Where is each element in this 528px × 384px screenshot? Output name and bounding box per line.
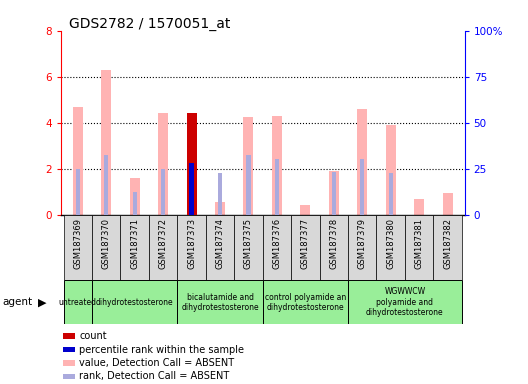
Bar [63,374,74,379]
Bar [389,173,393,215]
Text: GSM187370: GSM187370 [102,218,111,269]
Text: value, Detection Call = ABSENT: value, Detection Call = ABSENT [79,358,234,368]
Bar [101,70,111,215]
Bar [161,169,165,215]
Bar [104,155,108,215]
Text: GSM187374: GSM187374 [215,218,224,269]
Bar [360,159,364,215]
Text: GSM187371: GSM187371 [130,218,139,269]
Bar [332,172,336,215]
Bar [63,360,74,366]
Text: GDS2782 / 1570051_at: GDS2782 / 1570051_at [69,17,230,31]
Bar [243,117,253,215]
Text: GSM187381: GSM187381 [414,218,423,269]
Text: control polyamide an
dihydrotestosterone: control polyamide an dihydrotestosterone [265,293,346,312]
Bar [92,280,177,324]
Text: ▶: ▶ [38,297,46,308]
Bar [433,215,462,280]
Text: GSM187369: GSM187369 [73,218,82,269]
Text: GSM187373: GSM187373 [187,218,196,269]
Bar [386,125,395,215]
Bar [63,333,74,339]
Bar [133,192,137,215]
Text: GSM187380: GSM187380 [386,218,395,269]
Bar [247,155,251,215]
Bar [414,199,424,215]
Text: dihydrotestosterone: dihydrotestosterone [96,298,174,307]
Text: GSM187378: GSM187378 [329,218,338,269]
Text: GSM187379: GSM187379 [358,218,367,269]
Bar [177,215,206,280]
Bar [329,171,339,215]
Bar [158,113,168,215]
Text: count: count [79,331,107,341]
Bar [92,215,120,280]
Text: rank, Detection Call = ABSENT: rank, Detection Call = ABSENT [79,371,229,381]
Bar [442,193,452,215]
Bar [76,169,80,215]
Bar [63,347,74,352]
Text: percentile rank within the sample: percentile rank within the sample [79,344,244,354]
Bar [130,178,139,215]
Bar [319,215,348,280]
Text: GSM187372: GSM187372 [158,218,167,269]
Bar [63,280,92,324]
Bar [190,164,194,215]
Text: GSM187376: GSM187376 [272,218,281,269]
Bar [272,116,282,215]
Bar [357,109,367,215]
Bar [376,215,405,280]
Bar [234,215,263,280]
Bar [218,173,222,215]
Text: GSM187375: GSM187375 [244,218,253,269]
Text: GSM187382: GSM187382 [443,218,452,269]
Bar [262,215,291,280]
Bar [120,215,149,280]
Text: bicalutamide and
dihydrotestosterone: bicalutamide and dihydrotestosterone [181,293,259,312]
Bar [206,215,234,280]
Bar [291,215,319,280]
Bar [275,159,279,215]
Text: GSM187377: GSM187377 [301,218,310,269]
Bar [348,280,462,324]
Bar [177,280,263,324]
Text: WGWWCW
polyamide and
dihydrotestosterone: WGWWCW polyamide and dihydrotestosterone [366,288,444,317]
Text: agent: agent [3,297,33,308]
Bar [300,205,310,215]
Bar [186,113,196,215]
Bar [405,215,433,280]
Bar [262,280,348,324]
Bar [73,107,83,215]
Text: untreated: untreated [59,298,97,307]
Bar [63,215,92,280]
Bar [215,202,225,215]
Bar [149,215,177,280]
Bar [348,215,376,280]
Bar [186,113,196,215]
